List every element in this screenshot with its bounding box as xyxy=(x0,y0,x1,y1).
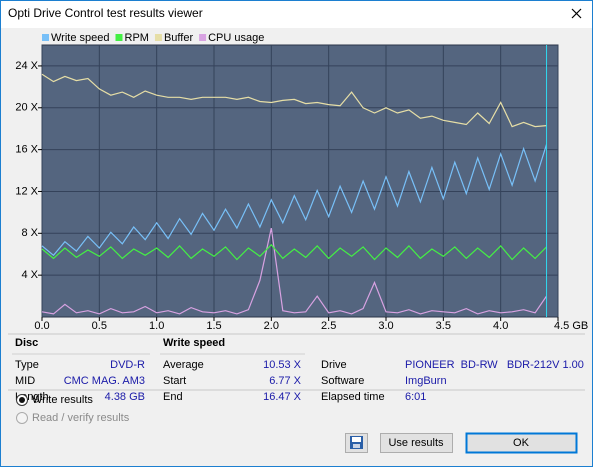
save-icon xyxy=(353,444,360,448)
y-tick-label: 16 X xyxy=(15,144,38,156)
series-line xyxy=(41,227,547,315)
info-value: CMC MAG. AM3 xyxy=(64,375,145,387)
radio-write[interactable]: Write results xyxy=(16,394,94,406)
legend-label: Buffer xyxy=(164,32,193,44)
ok-button[interactable]: OK xyxy=(465,432,578,454)
legend-swatch xyxy=(115,34,123,41)
x-tick-label: 2.0 xyxy=(264,320,279,332)
x-tick-label: 0.0 xyxy=(34,320,49,332)
info-label: Average xyxy=(163,359,204,371)
plot xyxy=(41,45,548,317)
legend: Write speed RPM Buffer CPU usage xyxy=(42,32,264,44)
radio-dot xyxy=(19,397,25,403)
series-line xyxy=(41,144,548,257)
radio-read: Read / verify results xyxy=(16,412,130,424)
y-tick-label: 8 X xyxy=(21,227,38,239)
use-results-button[interactable]: Use results xyxy=(380,433,453,453)
save-icon xyxy=(352,437,361,442)
series-line xyxy=(41,243,547,261)
legend-swatch xyxy=(154,34,162,41)
save-button[interactable] xyxy=(345,433,368,453)
series-line xyxy=(41,73,547,128)
info-value: 16.47 X xyxy=(263,391,302,403)
button-frame xyxy=(380,433,453,453)
info-value: DVD-R xyxy=(110,359,145,371)
plot-area xyxy=(41,44,559,318)
button-label: Use results xyxy=(388,437,444,449)
info-value: 10.53 X xyxy=(263,359,302,371)
info-label: End xyxy=(163,391,183,403)
x-tick-label: 4.0 xyxy=(493,320,508,332)
radio-label: Read / verify results xyxy=(32,412,130,424)
section-header: Write speed xyxy=(163,337,225,349)
x-tick-label: 1.0 xyxy=(149,320,164,332)
x-tick-label: 4.5 GB xyxy=(554,320,588,332)
y-tick-label: 12 X xyxy=(15,185,38,197)
radio xyxy=(16,412,28,424)
info-value: PIONEER BD-RW BDR-212V 1.00 xyxy=(405,359,584,371)
close-button[interactable] xyxy=(571,8,582,19)
button-label: OK xyxy=(513,437,530,449)
info-label: Elapsed time xyxy=(321,391,385,403)
legend-swatch xyxy=(42,34,49,41)
info-label: Type xyxy=(15,359,39,371)
axes: 4 X 8 X 12 X 16 X 20 X 24 X 0.0 0.5 1.0 1.5 2.0 2.5… xyxy=(15,60,588,332)
grid xyxy=(41,45,559,317)
section-header: Disc xyxy=(15,337,38,349)
info-label: Start xyxy=(163,375,186,387)
x-tick-label: 3.0 xyxy=(378,320,393,332)
x-tick-label: 0.5 xyxy=(92,320,107,332)
info-label: MID xyxy=(15,375,35,387)
x-tick-label: 3.5 xyxy=(436,320,451,332)
y-tick-label: 24 X xyxy=(15,60,38,72)
legend-label: CPU usage xyxy=(208,32,264,44)
info-value: 4.38 GB xyxy=(105,391,145,403)
title-bar xyxy=(1,1,592,28)
x-tick-label: 1.5 xyxy=(206,320,221,332)
info-label: Software xyxy=(321,375,364,387)
x-tick-label: 2.5 xyxy=(321,320,336,332)
info-value: ImgBurn xyxy=(405,375,447,387)
button-frame xyxy=(465,432,578,454)
y-tick-label: 4 X xyxy=(21,269,38,281)
legend-label: RPM xyxy=(125,32,149,44)
info-label: Drive xyxy=(321,359,347,371)
close-icon xyxy=(571,8,582,19)
radio-label: Write results xyxy=(32,394,93,406)
info-value: 6.77 X xyxy=(269,375,301,387)
window-title: Opti Drive Control test results viewer xyxy=(8,6,203,20)
y-tick-label: 20 X xyxy=(15,102,38,114)
legend-swatch xyxy=(199,34,207,41)
info-value: 6:01 xyxy=(405,391,426,403)
legend-label: Write speed xyxy=(51,32,110,44)
